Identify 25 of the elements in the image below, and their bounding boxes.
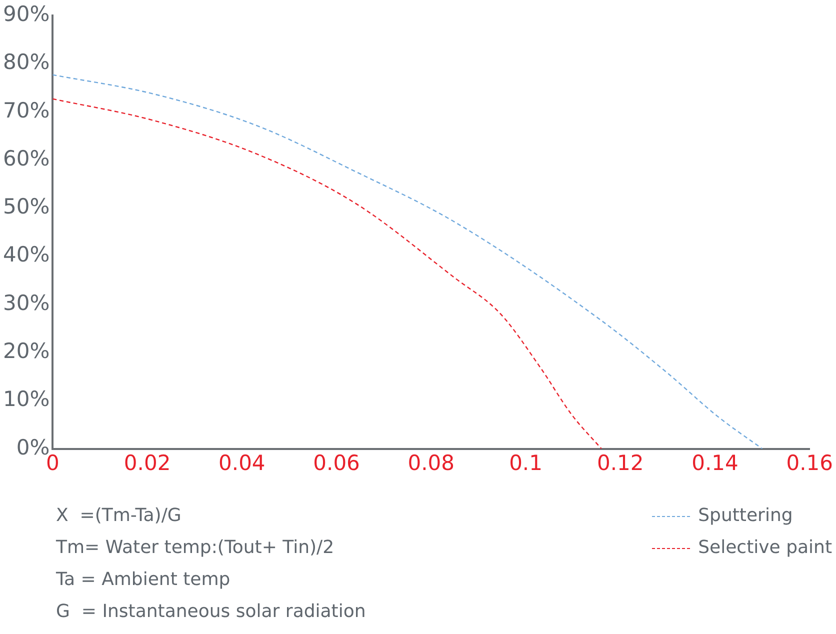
x-tick-label: 0.12 [597, 450, 644, 475]
x-tick-label: 0.16 [786, 450, 834, 475]
y-tick-label: 20% [2, 338, 50, 363]
y-tick-label: 80% [2, 50, 50, 74]
x-tick-label: 0.08 [408, 450, 455, 475]
text: G = Instantaneous solar radiation [56, 600, 366, 624]
x-tick-label: 0.06 [313, 450, 360, 475]
text: Tm= Water temp:(Tout+ Tin)/2 [56, 536, 336, 560]
text: Ta = Ambient temp [56, 568, 232, 592]
y-tick-label: 40% [2, 242, 50, 267]
line-series [52, 74, 763, 449]
x-tick-label: 0.02 [124, 450, 171, 475]
y-tick-label: 30% [2, 290, 50, 315]
y-tick-label: 70% [2, 98, 50, 122]
y-tick-label: 50% [2, 194, 50, 219]
x-tick-label: 0.04 [218, 450, 266, 475]
text: X =(Tm-Ta)/G [56, 504, 182, 528]
line-series [52, 98, 602, 449]
y-tick-label: 60% [2, 146, 50, 170]
x-tick-label: 0.14 [692, 450, 738, 475]
y-tick-label: 90% [2, 2, 50, 26]
y-tick-label: 10% [2, 387, 50, 412]
legend-label: Sputtering [698, 504, 793, 528]
x-tick-label: 0.1 [509, 450, 542, 475]
legend-label: Selective paint [698, 536, 832, 560]
